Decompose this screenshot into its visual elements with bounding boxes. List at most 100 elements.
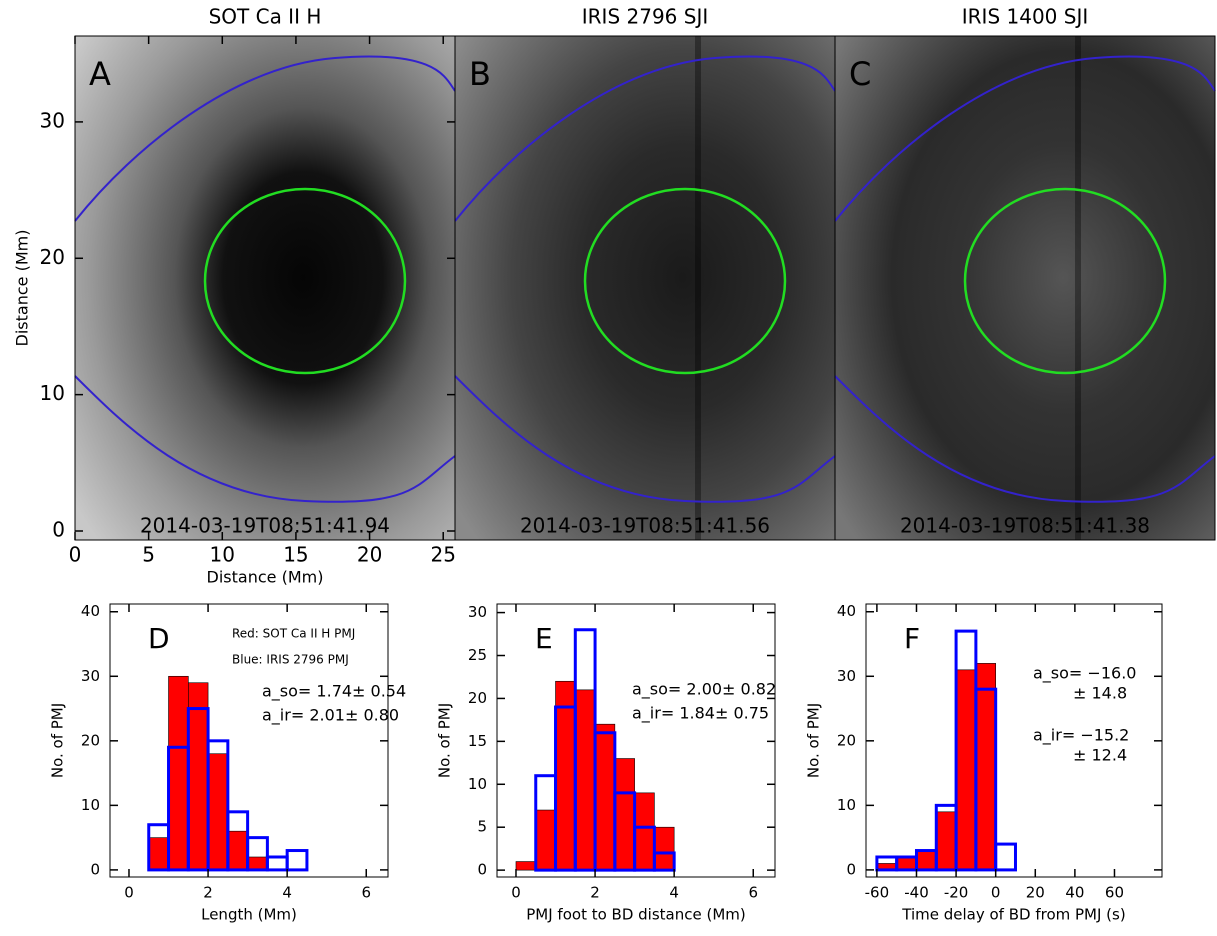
histogram-bar: [248, 857, 268, 870]
y-tick-label: 10: [40, 381, 65, 405]
y-tick-label: 5: [477, 818, 487, 836]
x-tick-label: 10: [210, 543, 235, 567]
histogram-bar: [916, 851, 936, 870]
y-tick-label: 10: [468, 775, 487, 793]
y-tick-label: 20: [468, 689, 487, 707]
histogram-bar: [267, 857, 287, 870]
histogram-bar: [228, 831, 248, 870]
x-tick-label: 40: [1065, 884, 1084, 902]
x-tick-label: 0: [69, 543, 82, 567]
annotation: ± 12.4: [1073, 746, 1127, 765]
y-tick-label: 30: [468, 603, 487, 621]
timestamp: 2014-03-19T08:51:41.94: [140, 514, 390, 538]
solar-image: [455, 36, 835, 540]
y-axis-label: No. of PMJ: [805, 703, 823, 778]
figure: SOT Ca II H A 2014-03-19T08:51:41.94 0 5 10 15…: [0, 0, 1217, 936]
histogram-bar: [208, 754, 228, 870]
y-tick-label: 40: [837, 602, 856, 620]
legend-entry: Blue: IRIS 2796 PMJ: [232, 653, 349, 667]
histogram-bar: [654, 827, 674, 870]
legend-entry: Red: SOT Ca II H PMJ: [232, 627, 355, 641]
panel-label: E: [535, 622, 553, 655]
y-tick-label: 20: [40, 245, 65, 269]
x-tick-label: 20: [357, 543, 382, 567]
y-tick-label: 10: [81, 796, 100, 814]
y-tick-label: 40: [81, 602, 100, 620]
y-tick-label: 10: [837, 796, 856, 814]
y-axis-label: No. of PMJ: [436, 703, 454, 778]
annotation: a_so= 2.00± 0.82: [632, 680, 776, 700]
y-tick-label: 15: [468, 732, 487, 750]
y-tick-label: 0: [846, 860, 856, 878]
x-tick-label: 60: [1105, 884, 1124, 902]
x-axis-label: Time delay of BD from PMJ (s): [901, 906, 1125, 924]
x-axis-label: Length (Mm): [201, 906, 297, 924]
x-tick-label: 25: [430, 543, 455, 567]
histogram-bar: [897, 857, 917, 870]
histogram-bar: [516, 862, 536, 871]
x-tick-label: 4: [669, 884, 679, 902]
y-tick-label: 20: [81, 731, 100, 749]
histogram-bar: [575, 690, 595, 870]
panel-label: C: [849, 55, 871, 93]
panel-label: D: [148, 622, 170, 655]
x-tick-label: 2: [590, 884, 600, 902]
histogram-bar: [976, 663, 996, 870]
histogram-bar: [556, 681, 576, 870]
x-tick-label: 2: [203, 884, 213, 902]
x-tick-label: 0: [991, 884, 1001, 902]
x-tick-label: -20: [944, 884, 969, 902]
x-tick-label: 15: [283, 543, 308, 567]
annotation: a_ir= −15.2: [1033, 726, 1129, 746]
x-tick-label: 6: [748, 884, 758, 902]
x-tick-label: 5: [142, 543, 155, 567]
x-tick-label: 4: [282, 884, 292, 902]
histogram-bar: [635, 793, 655, 870]
histogram-bar: [169, 676, 189, 870]
panel-label: A: [89, 55, 111, 93]
panel-title: SOT Ca II H: [209, 5, 322, 29]
y-axis-label: Distance (Mm): [13, 230, 32, 347]
x-tick-label: 20: [1026, 884, 1045, 902]
annotation: a_so= 1.74± 0.54: [262, 682, 406, 702]
x-tick-label: -60: [865, 884, 890, 902]
y-tick-label: 0: [90, 860, 100, 878]
solar-image: [75, 36, 455, 540]
histogram-bar: [536, 810, 556, 870]
y-tick-label: 30: [81, 667, 100, 685]
annotation: ± 14.8: [1073, 684, 1127, 703]
annotation: a_so= −16.0: [1033, 664, 1136, 684]
histogram-bar: [595, 724, 615, 870]
histogram-bar: [956, 670, 976, 870]
x-tick-label: 0: [511, 884, 521, 902]
panel-label: F: [904, 622, 920, 655]
histogram-bar: [936, 812, 956, 870]
x-tick-label: 0: [124, 884, 134, 902]
timestamp: 2014-03-19T08:51:41.38: [900, 514, 1150, 538]
histogram-bar: [615, 759, 635, 871]
x-axis-label: PMJ foot to BD distance (Mm): [526, 906, 746, 924]
annotation: a_ir= 2.01± 0.80: [262, 706, 399, 726]
timestamp: 2014-03-19T08:51:41.56: [520, 514, 770, 538]
y-tick-label: 30: [837, 667, 856, 685]
y-tick-label: 0: [52, 518, 65, 542]
y-tick-label: 25: [468, 646, 487, 664]
y-tick-label: 0: [477, 861, 487, 879]
histogram-bar: [188, 683, 208, 870]
solar-image: [835, 36, 1215, 540]
x-tick-label: 6: [361, 884, 371, 902]
annotation: a_ir= 1.84± 0.75: [632, 704, 769, 724]
y-tick-label: 20: [837, 731, 856, 749]
x-tick-label: -40: [904, 884, 929, 902]
x-axis-label: Distance (Mm): [207, 568, 324, 587]
histogram-bar: [287, 851, 307, 870]
panel-title: IRIS 2796 SJI: [582, 5, 709, 29]
y-axis-label: No. of PMJ: [49, 703, 67, 778]
y-tick-label: 30: [40, 108, 65, 132]
panel-title: IRIS 1400 SJI: [962, 5, 1089, 29]
histogram-bar: [149, 838, 169, 870]
slit: [695, 36, 701, 540]
panel-label: B: [469, 55, 491, 93]
slit: [1075, 36, 1081, 540]
histogram-bar: [996, 844, 1016, 870]
